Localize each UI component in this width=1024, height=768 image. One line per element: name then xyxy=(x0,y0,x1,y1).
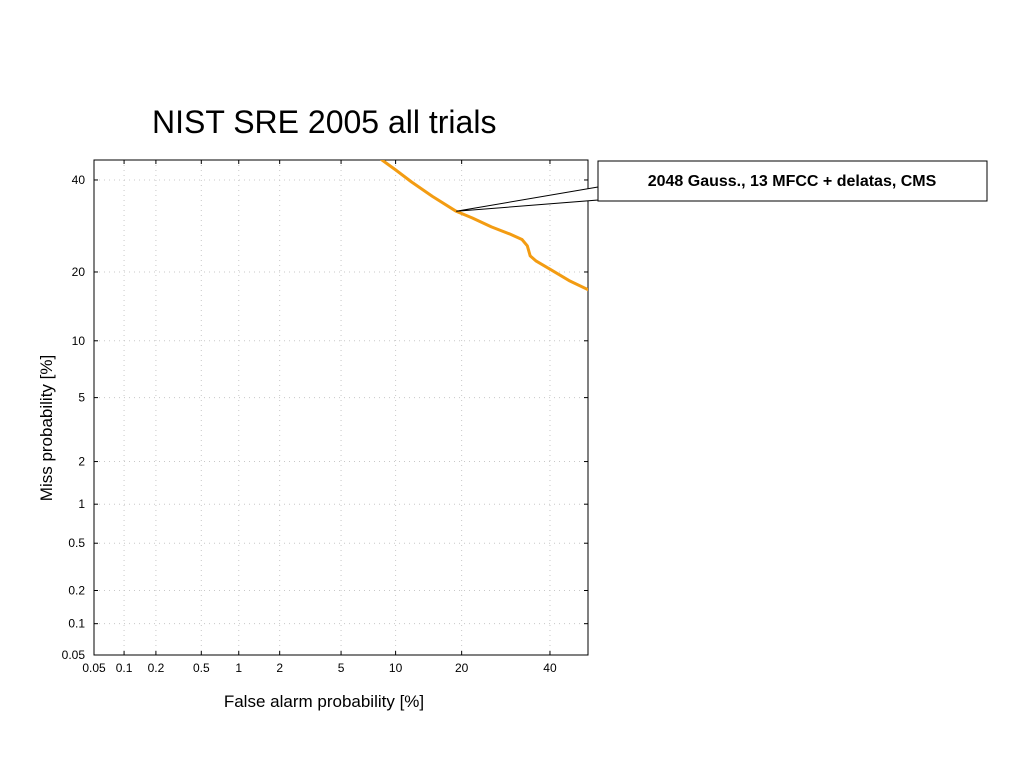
chart-title: NIST SRE 2005 all trials xyxy=(152,104,497,140)
y-tick-label: 0.1 xyxy=(68,617,85,631)
x-tick-label: 10 xyxy=(389,661,403,675)
x-axis-label: False alarm probability [%] xyxy=(224,692,424,711)
x-tick-label: 40 xyxy=(543,661,557,675)
x-tick-label: 0.5 xyxy=(193,661,210,675)
y-tick-label: 5 xyxy=(78,391,85,405)
x-tick-label: 5 xyxy=(338,661,345,675)
y-tick-label: 0.2 xyxy=(68,584,85,598)
y-tick-label: 1 xyxy=(78,497,85,511)
y-tick-label: 0.05 xyxy=(62,648,86,662)
x-tick-label: 1 xyxy=(235,661,242,675)
series-layer xyxy=(380,160,588,292)
series-line-0 xyxy=(380,160,588,292)
callout-box xyxy=(597,160,988,202)
y-tick-label: 2 xyxy=(78,455,85,469)
y-axis-label: Miss probability [%] xyxy=(37,355,56,501)
y-tick-label: 10 xyxy=(72,334,86,348)
y-tick-label: 20 xyxy=(72,265,86,279)
callout: 2048 Gauss., 13 MFCC + delatas, CMS xyxy=(456,160,988,212)
x-tick-label: 0.05 xyxy=(82,661,106,675)
callout-text: 2048 Gauss., 13 MFCC + delatas, CMS xyxy=(648,173,937,190)
y-tick-label: 40 xyxy=(72,173,86,187)
callout-pointer xyxy=(456,186,599,212)
x-tick-label: 20 xyxy=(455,661,469,675)
x-tick-label: 2 xyxy=(276,661,283,675)
y-tick-label: 0.5 xyxy=(68,536,85,550)
x-tick-label: 0.2 xyxy=(148,661,165,675)
ticks: 0.05 0.1 0.2 0.5 1 2 5 10 20 40 0.05 0.1 0.2 0.5 1 2 5 10… xyxy=(62,160,588,675)
x-tick-label: 0.1 xyxy=(116,661,133,675)
